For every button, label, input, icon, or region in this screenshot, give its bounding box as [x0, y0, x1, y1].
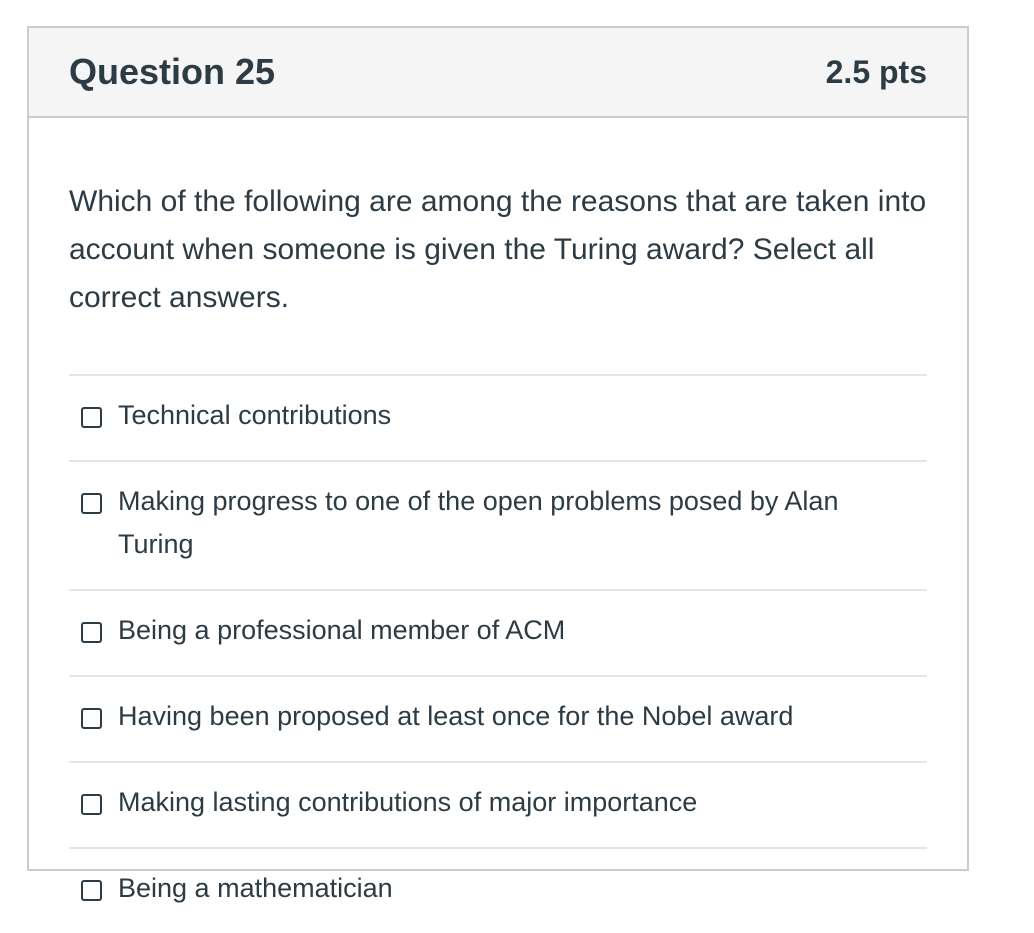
answer-checkbox[interactable] — [81, 622, 102, 643]
question-card: Question 25 2.5 pts Which of the followi… — [27, 26, 969, 903]
answer-label[interactable]: Making progress to one of the open probl… — [118, 486, 839, 559]
answer-label[interactable]: Being a mathematician — [118, 873, 393, 903]
answer-checkbox[interactable] — [81, 407, 102, 428]
answer-option-lasting-contributions[interactable]: Making lasting contributions of major im… — [69, 763, 927, 849]
answer-list: Technical contributions Making progress … — [69, 374, 927, 933]
answer-label[interactable]: Making lasting contributions of major im… — [118, 787, 698, 817]
answer-option-mathematician[interactable]: Being a mathematician — [69, 849, 927, 933]
answer-checkbox[interactable] — [81, 708, 102, 729]
answer-checkbox[interactable] — [81, 493, 102, 514]
question-text: Which of the following are among the rea… — [69, 185, 927, 314]
answer-option-open-problems[interactable]: Making progress to one of the open probl… — [69, 462, 927, 591]
question-body: Which of the following are among the rea… — [29, 118, 967, 933]
answer-label[interactable]: Having been proposed at least once for t… — [118, 701, 794, 731]
answer-label[interactable]: Technical contributions — [118, 400, 392, 430]
answer-option-nobel-proposal[interactable]: Having been proposed at least once for t… — [69, 677, 927, 763]
answer-label[interactable]: Being a professional member of ACM — [118, 615, 566, 645]
answer-option-technical-contributions[interactable]: Technical contributions — [69, 376, 927, 462]
answer-checkbox[interactable] — [81, 880, 102, 901]
question-header: Question 25 2.5 pts — [29, 28, 967, 118]
answer-option-acm-member[interactable]: Being a professional member of ACM — [69, 591, 927, 677]
question-points: 2.5 pts — [825, 53, 927, 90]
question-title: Question 25 — [69, 51, 276, 92]
answer-checkbox[interactable] — [81, 794, 102, 815]
